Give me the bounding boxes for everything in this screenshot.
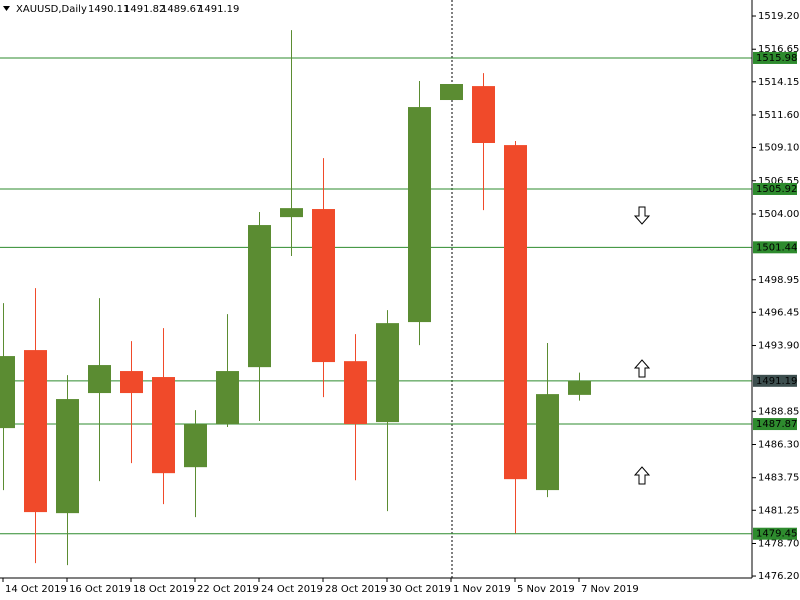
candle-body <box>376 323 399 423</box>
header-open: 1490.11 <box>88 4 129 15</box>
level-label-box <box>753 527 797 540</box>
y-tick-label: 1496.45 <box>758 307 799 318</box>
x-tick-label: 28 Oct 2019 <box>325 584 387 595</box>
y-tick-label: 1519.20 <box>758 11 799 22</box>
candle-body <box>280 208 303 218</box>
level-label: 1501.44 <box>756 242 797 253</box>
candle-body <box>216 371 239 425</box>
y-tick-label: 1514.15 <box>758 77 799 88</box>
y-tick-label: 1511.60 <box>758 110 799 121</box>
y-tick-label: 1488.85 <box>758 406 799 417</box>
header-close: 1491.19 <box>198 4 239 15</box>
y-tick-label: 1509.10 <box>758 143 799 154</box>
x-tick-label: 1 Nov 2019 <box>453 584 511 595</box>
level-label: 1505.92 <box>756 184 797 195</box>
level-label: 1515.98 <box>756 53 797 64</box>
x-tick-label: 5 Nov 2019 <box>517 584 575 595</box>
arrows <box>633 206 651 485</box>
candle-body <box>152 377 175 474</box>
candle-body <box>56 399 79 514</box>
candle-body <box>184 424 207 468</box>
level-label-box <box>753 374 797 387</box>
y-tick-label: 1504.00 <box>758 209 799 220</box>
up-arrow <box>633 359 651 378</box>
candle-body <box>536 394 559 491</box>
level-label: 1479.45 <box>756 529 797 540</box>
candle-body <box>24 350 47 513</box>
x-tick-label: 24 Oct 2019 <box>261 584 323 595</box>
header-low: 1489.67 <box>161 4 202 15</box>
y-tick-label: 1478.70 <box>758 538 799 549</box>
candle-body <box>88 365 111 394</box>
x-tick-label: 22 Oct 2019 <box>197 584 259 595</box>
y-tick-label: 1483.75 <box>758 473 799 484</box>
level-label: 1487.87 <box>756 419 797 430</box>
chart-title: XAUUSD,Daily <box>16 4 87 15</box>
y-tick-label: 1486.30 <box>758 440 799 451</box>
x-tick-label: 7 Nov 2019 <box>581 584 639 595</box>
y-tick-label: 1481.25 <box>758 505 799 516</box>
y-tick-label: 1476.20 <box>758 571 799 582</box>
candle-body <box>408 107 431 323</box>
candle-body <box>472 86 495 144</box>
candle-body <box>248 225 271 368</box>
level-label-box <box>753 418 797 431</box>
level-label-box <box>753 51 797 64</box>
y-tick-label: 1516.65 <box>758 44 799 55</box>
candle-body <box>568 380 591 395</box>
x-tick-label: 16 Oct 2019 <box>69 584 131 595</box>
x-tick-label: 18 Oct 2019 <box>133 584 195 595</box>
candle-body <box>504 145 527 480</box>
up-arrow <box>633 466 651 485</box>
candle-body <box>440 84 463 101</box>
y-tick-label: 1498.95 <box>758 275 799 286</box>
down-arrow <box>633 206 651 225</box>
candle-body <box>120 371 143 394</box>
y-tick-label: 1493.90 <box>758 341 799 352</box>
level-label-box <box>753 241 797 254</box>
y-tick-label: 1506.55 <box>758 176 799 187</box>
level-label: 1491.19 <box>756 376 797 387</box>
x-tick-label: 14 Oct 2019 <box>5 584 67 595</box>
candle-body <box>312 209 335 363</box>
level-label-box <box>753 182 797 195</box>
x-tick-label: 30 Oct 2019 <box>389 584 451 595</box>
candle-body <box>0 356 15 429</box>
candle-body <box>344 361 367 425</box>
header-high: 1491.82 <box>124 4 165 15</box>
menu-icon <box>3 6 10 11</box>
